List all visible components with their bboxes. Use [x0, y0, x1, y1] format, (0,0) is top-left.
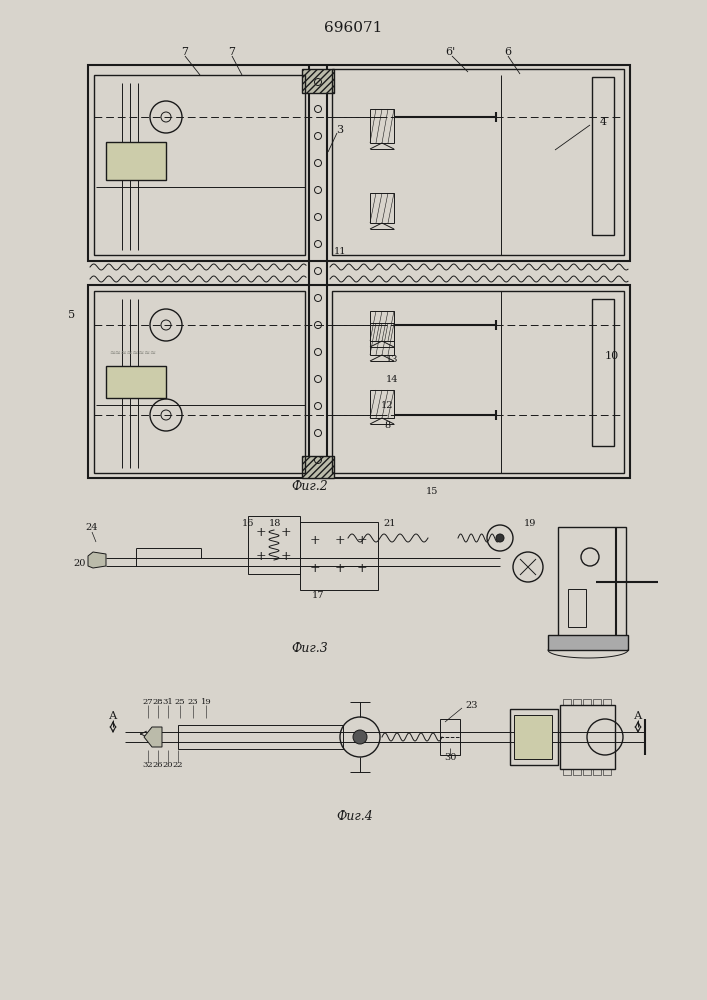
Bar [568, 589, 586, 627]
Circle shape [353, 730, 367, 744]
Text: +: + [357, 534, 368, 546]
Text: А: А [109, 711, 117, 721]
Circle shape [496, 534, 504, 542]
Bar [548, 635, 628, 650]
Text: 21: 21 [384, 518, 396, 528]
Text: +: + [281, 526, 291, 538]
Text: 10: 10 [605, 351, 619, 361]
Polygon shape [144, 727, 162, 747]
Text: 23: 23 [466, 700, 478, 710]
Bar [603, 769, 611, 775]
Bar [560, 705, 615, 769]
Bar [370, 311, 394, 341]
Text: 5: 5 [69, 310, 76, 320]
Text: 17: 17 [312, 591, 325, 600]
Text: +: + [256, 550, 267, 562]
Text: 696071: 696071 [324, 21, 382, 35]
Bar [510, 709, 558, 765]
Text: 24: 24 [86, 524, 98, 532]
Text: 30: 30 [444, 754, 456, 762]
Bar [302, 456, 334, 478]
Bar [370, 109, 394, 143]
Text: +: + [334, 562, 345, 574]
Bar [88, 65, 630, 261]
Text: 16: 16 [242, 518, 255, 528]
Text: 28: 28 [153, 698, 163, 706]
Text: +: + [310, 562, 320, 574]
Text: 18: 18 [269, 518, 281, 528]
Bar [592, 299, 614, 446]
Polygon shape [88, 552, 106, 568]
Text: Фиг.2: Фиг.2 [291, 480, 328, 492]
Bar [563, 769, 571, 775]
Bar [593, 769, 601, 775]
Text: 4: 4 [600, 117, 607, 127]
Bar [603, 699, 611, 705]
Text: 8: 8 [384, 420, 390, 430]
Bar [94, 291, 305, 473]
Text: 7: 7 [182, 47, 189, 57]
Text: 22: 22 [173, 761, 183, 769]
Bar [370, 390, 394, 418]
Text: 15: 15 [426, 488, 438, 496]
Text: ≈≈≈≈≈≈≈≈: ≈≈≈≈≈≈≈≈ [109, 350, 156, 356]
Text: 20: 20 [163, 761, 173, 769]
Text: 23: 23 [187, 698, 198, 706]
Bar [573, 699, 581, 705]
Text: +: + [310, 534, 320, 546]
Bar [248, 516, 300, 574]
Text: 32: 32 [143, 761, 153, 769]
Bar [593, 699, 601, 705]
Bar [514, 715, 552, 759]
Bar [583, 699, 591, 705]
Text: 26: 26 [153, 761, 163, 769]
Bar [178, 725, 343, 749]
Text: 20: 20 [74, 558, 86, 568]
Text: 19: 19 [201, 698, 211, 706]
Text: +: + [256, 526, 267, 538]
Bar [592, 77, 614, 235]
Text: 14: 14 [386, 375, 398, 384]
Bar [332, 69, 624, 255]
Bar [106, 142, 166, 180]
Text: Фиг.3: Фиг.3 [291, 642, 328, 654]
Text: 13: 13 [386, 356, 398, 364]
Bar [573, 769, 581, 775]
Text: А: А [633, 711, 642, 721]
Text: 6: 6 [504, 47, 512, 57]
Text: 25: 25 [175, 698, 185, 706]
Bar [300, 522, 378, 590]
Bar [106, 366, 166, 398]
Text: 7: 7 [228, 47, 235, 57]
Bar [563, 699, 571, 705]
Bar [370, 323, 394, 355]
Text: +: + [357, 562, 368, 574]
Bar [370, 193, 394, 223]
Bar [88, 285, 630, 478]
Text: 27: 27 [143, 698, 153, 706]
Bar [583, 769, 591, 775]
Bar [332, 291, 624, 473]
Text: +: + [334, 534, 345, 546]
Text: Фиг.4: Фиг.4 [337, 810, 373, 824]
Text: 31: 31 [163, 698, 173, 706]
Text: 19: 19 [524, 518, 536, 528]
Text: 3: 3 [337, 125, 344, 135]
Text: 12: 12 [381, 401, 393, 410]
Bar [558, 527, 626, 637]
Text: 6': 6' [445, 47, 455, 57]
Bar [440, 719, 460, 755]
Bar [302, 69, 334, 93]
Text: 11: 11 [334, 247, 346, 256]
Text: +: + [281, 550, 291, 562]
Bar [94, 75, 305, 255]
